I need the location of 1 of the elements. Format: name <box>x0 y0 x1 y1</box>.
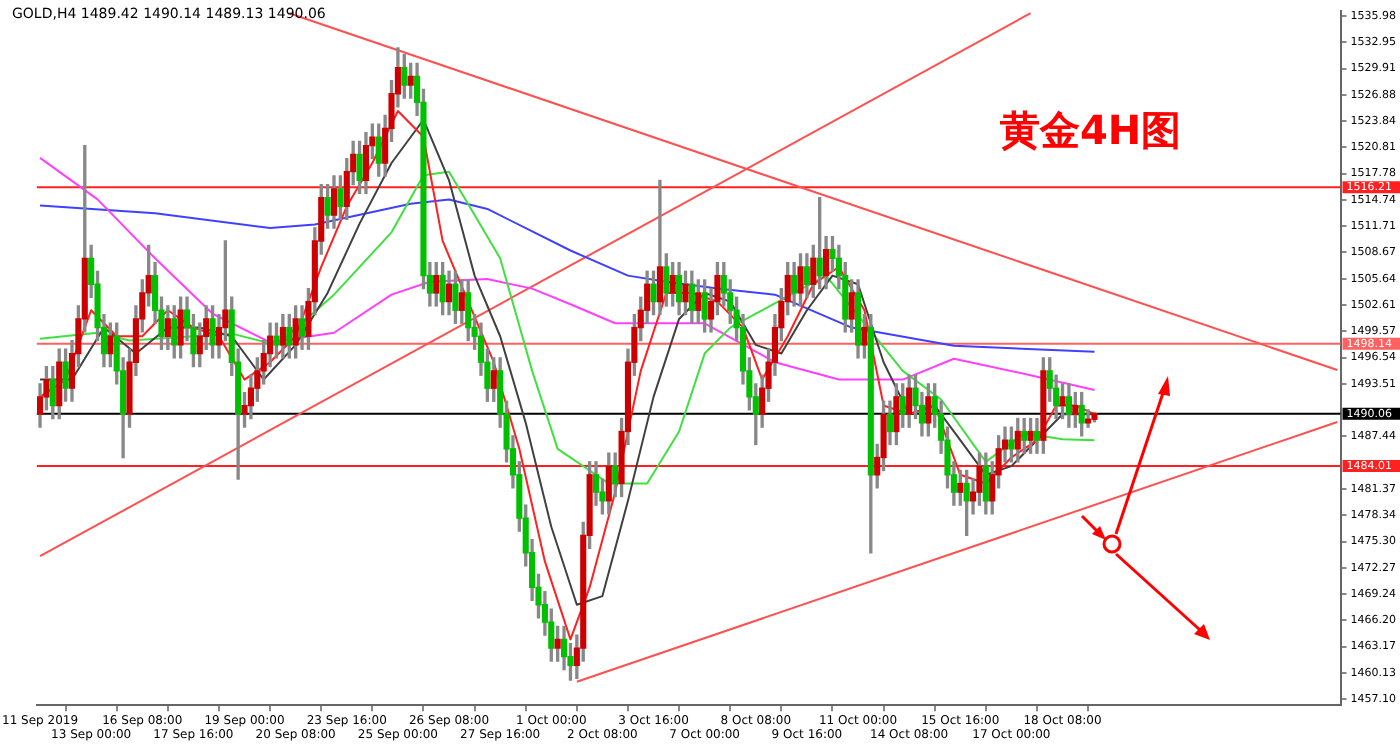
text: 黄金4H图 <box>1000 104 1182 158</box>
